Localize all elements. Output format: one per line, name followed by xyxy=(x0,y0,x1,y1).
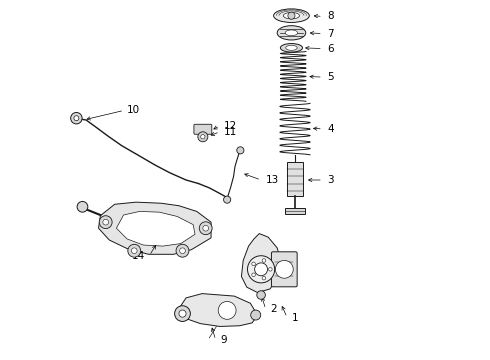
Circle shape xyxy=(251,310,261,320)
Text: 2: 2 xyxy=(270,304,277,314)
Bar xyxy=(285,207,305,214)
Circle shape xyxy=(201,135,205,139)
Circle shape xyxy=(252,273,255,276)
Circle shape xyxy=(288,12,295,19)
Circle shape xyxy=(180,248,185,253)
Circle shape xyxy=(255,263,268,276)
Ellipse shape xyxy=(286,45,297,50)
Circle shape xyxy=(77,202,88,212)
Circle shape xyxy=(237,147,244,154)
Text: 7: 7 xyxy=(327,28,334,39)
Text: 11: 11 xyxy=(224,127,238,137)
Text: 12: 12 xyxy=(224,121,238,131)
FancyBboxPatch shape xyxy=(194,124,212,134)
Circle shape xyxy=(128,244,141,257)
Circle shape xyxy=(179,310,186,317)
Circle shape xyxy=(71,112,82,124)
Circle shape xyxy=(103,219,109,225)
Circle shape xyxy=(252,262,255,266)
Circle shape xyxy=(74,116,79,121)
FancyBboxPatch shape xyxy=(271,252,297,287)
Text: 1: 1 xyxy=(292,312,298,323)
Bar xyxy=(287,162,303,196)
Ellipse shape xyxy=(285,30,298,36)
Text: 3: 3 xyxy=(327,175,334,185)
Circle shape xyxy=(275,260,293,278)
Ellipse shape xyxy=(283,13,299,19)
Ellipse shape xyxy=(273,9,309,22)
Text: 14: 14 xyxy=(132,251,145,261)
Circle shape xyxy=(198,132,208,142)
Polygon shape xyxy=(117,211,195,246)
Ellipse shape xyxy=(277,26,306,40)
Circle shape xyxy=(199,222,212,235)
Circle shape xyxy=(223,196,231,203)
Circle shape xyxy=(269,267,272,271)
Polygon shape xyxy=(242,234,281,293)
Polygon shape xyxy=(179,294,258,327)
Circle shape xyxy=(247,256,275,283)
Circle shape xyxy=(99,216,112,229)
Ellipse shape xyxy=(280,44,302,52)
Text: 6: 6 xyxy=(327,44,334,54)
Circle shape xyxy=(131,248,137,253)
Circle shape xyxy=(176,244,189,257)
Text: 8: 8 xyxy=(327,12,334,21)
Circle shape xyxy=(262,276,266,280)
Circle shape xyxy=(257,291,266,299)
Polygon shape xyxy=(98,202,211,254)
Circle shape xyxy=(262,259,266,262)
Text: 13: 13 xyxy=(266,175,279,185)
Text: 5: 5 xyxy=(327,72,334,82)
Circle shape xyxy=(174,306,190,321)
Text: 10: 10 xyxy=(126,105,140,115)
Circle shape xyxy=(203,225,209,231)
Text: 4: 4 xyxy=(327,124,334,134)
Circle shape xyxy=(218,301,236,319)
Text: 9: 9 xyxy=(220,335,226,345)
